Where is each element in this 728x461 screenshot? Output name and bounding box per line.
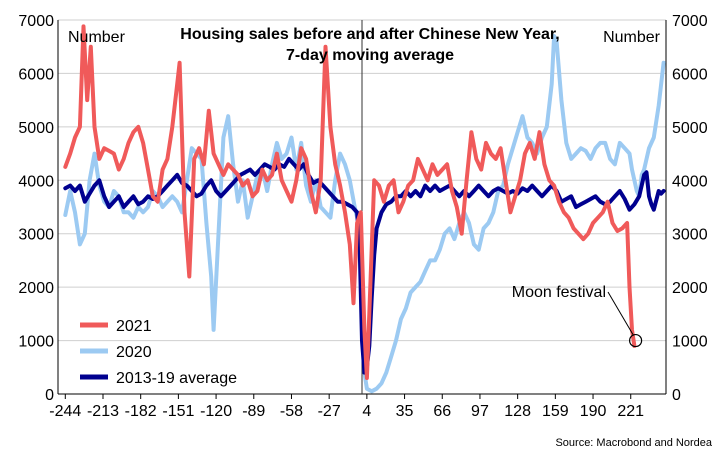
y-tick-right-2000: 2000	[672, 280, 708, 297]
x-tick--151: -151	[162, 403, 194, 420]
x-tick-66: 66	[433, 403, 451, 420]
moon-festival-annotation: Moon festival	[512, 284, 643, 348]
y-tick-right-5000: 5000	[672, 120, 708, 137]
x-tick--89: -89	[242, 403, 265, 420]
y-tick-right-7000: 7000	[672, 13, 708, 30]
x-tick--213: -213	[87, 403, 119, 420]
right-axis-unit-label: Number	[603, 29, 661, 46]
x-tick--58: -58	[280, 403, 303, 420]
moon-festival-marker	[628, 333, 643, 348]
chart-title-line-1: Housing sales before and after Chinese N…	[180, 26, 559, 43]
moon-festival-label: Moon festival	[512, 284, 606, 301]
x-tick-221: 221	[617, 403, 644, 420]
y-tick-right-6000: 6000	[672, 66, 708, 83]
y-tick-left-4000: 4000	[18, 173, 54, 190]
y-tick-right-4000: 4000	[672, 173, 708, 190]
x-tick-4: 4	[362, 403, 371, 420]
legend-label-2020: 2020	[116, 344, 152, 361]
x-axis-ticks: -244 -213 -182 -151 -120 -89 -58 -27 4 35 66 97 128 1…	[49, 394, 644, 420]
y-tick-left-7000: 7000	[18, 13, 54, 30]
x-tick-159: 159	[542, 403, 569, 420]
y-tick-left-3000: 3000	[18, 227, 54, 244]
series-lines	[63, 24, 666, 394]
x-tick-128: 128	[504, 403, 531, 420]
chart-title-line-2: 7-day moving average	[286, 47, 454, 64]
y-tick-left-6000: 6000	[18, 66, 54, 83]
x-tick--244: -244	[49, 403, 81, 420]
legend-label-2013-19-average: 2013-19 average	[116, 370, 237, 387]
y-tick-left-2000: 2000	[18, 280, 54, 297]
x-tick--27: -27	[318, 403, 341, 420]
moon-festival-pointer	[607, 291, 635, 336]
x-tick--120: -120	[200, 403, 232, 420]
x-tick-97: 97	[471, 403, 489, 420]
y-tick-left-0: 0	[45, 387, 54, 404]
series-line-2021	[63, 24, 637, 380]
left-axis-unit-label: Number	[68, 29, 126, 46]
legend-label-2021: 2021	[116, 318, 152, 335]
y-tick-left-5000: 5000	[18, 120, 54, 137]
y-tick-right-0: 0	[672, 387, 681, 404]
y-tick-left-1000: 1000	[18, 334, 54, 351]
x-tick-190: 190	[580, 403, 607, 420]
y-axis-left-ticks: 0 1000 2000 3000 4000 5000 6000 7000	[18, 13, 54, 404]
x-tick-35: 35	[396, 403, 414, 420]
legend: 2021 2020 2013-19 average	[80, 318, 237, 387]
series-line-2020	[63, 34, 666, 394]
x-tick--182: -182	[125, 403, 157, 420]
source-note: Source: Macrobond and Nordea	[555, 437, 712, 449]
y-axis-right-ticks: 0 1000 2000 3000 4000 5000 6000 7000	[672, 13, 708, 404]
y-tick-right-3000: 3000	[672, 227, 708, 244]
y-tick-right-1000: 1000	[672, 334, 708, 351]
